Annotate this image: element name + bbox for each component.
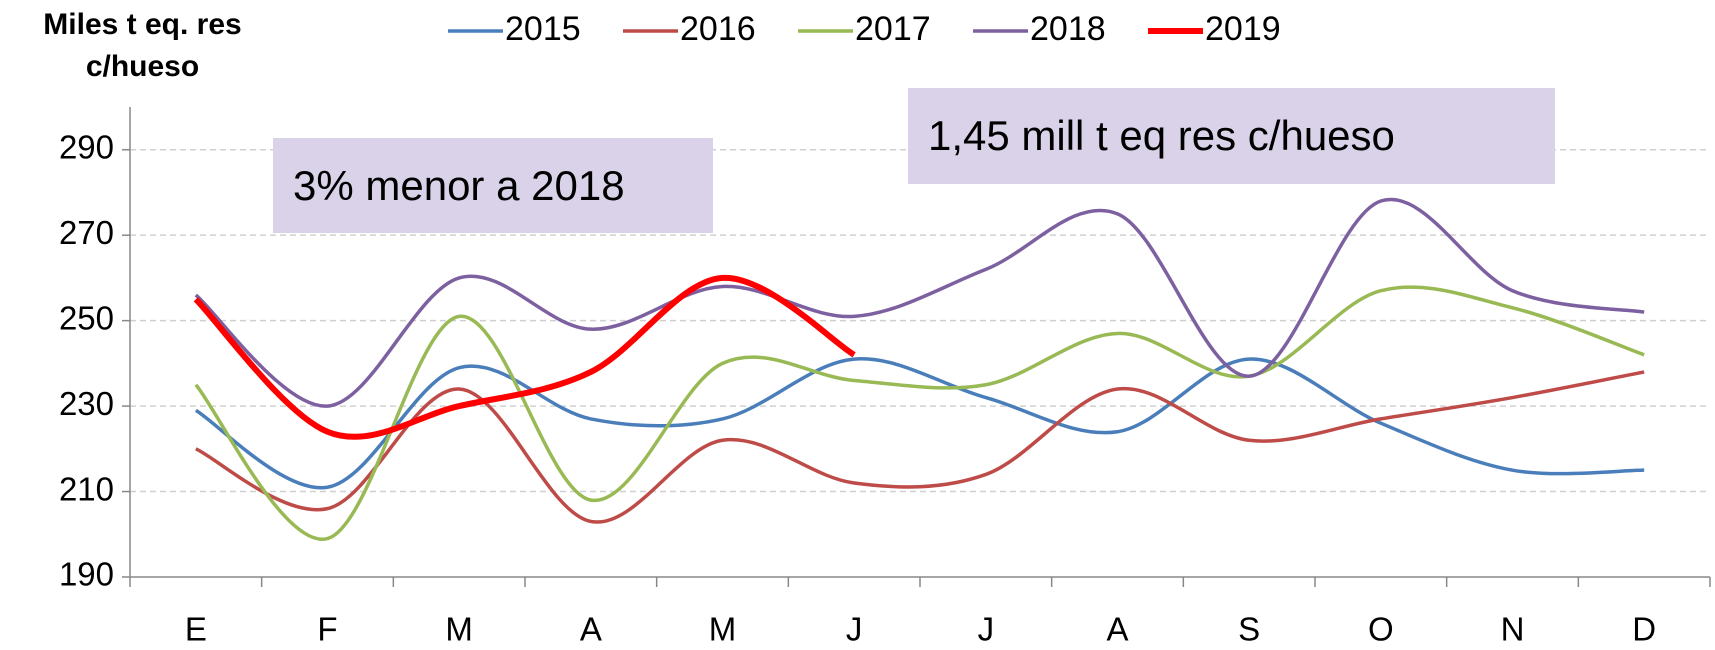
- series-line: [194, 357, 1645, 490]
- x-tick-label: J: [846, 611, 863, 648]
- x-tick-label: F: [317, 611, 337, 648]
- x-tick-label: M: [445, 611, 473, 648]
- x-tick-label: M: [709, 611, 737, 648]
- y-tick-label: 210: [59, 470, 114, 507]
- legend-label: 2016: [680, 10, 756, 48]
- series-line: [194, 285, 1645, 541]
- x-tick-label: A: [1106, 611, 1128, 648]
- y-tick-label: 190: [59, 556, 114, 593]
- x-tick-label: D: [1632, 611, 1656, 648]
- series-line: [195, 370, 1645, 524]
- legend-label: 2015: [505, 10, 581, 48]
- y-tick-label: 230: [59, 385, 114, 422]
- x-tick-label: E: [185, 611, 207, 648]
- y-axis-title: Miles t eq. res c/hueso: [43, 8, 242, 83]
- x-tick-label: O: [1368, 611, 1394, 648]
- y-tick-label: 270: [59, 214, 114, 251]
- x-tick-label: J: [978, 611, 995, 648]
- legend-label: 2018: [1030, 10, 1106, 48]
- y-tick-label: 290: [59, 128, 114, 165]
- y-tick-label: 250: [59, 299, 114, 336]
- x-tick-label: A: [580, 611, 602, 648]
- annotation: 3% menor a 2018: [273, 138, 713, 233]
- series-line: [194, 197, 1645, 408]
- x-tick-label: S: [1238, 611, 1260, 648]
- legend-label: 2017: [855, 10, 931, 48]
- series-line: [193, 274, 856, 440]
- annotation: 1,45 mill t eq res c/hueso: [908, 88, 1555, 184]
- x-tick-label: N: [1501, 611, 1525, 648]
- legend-label: 2019: [1205, 10, 1281, 48]
